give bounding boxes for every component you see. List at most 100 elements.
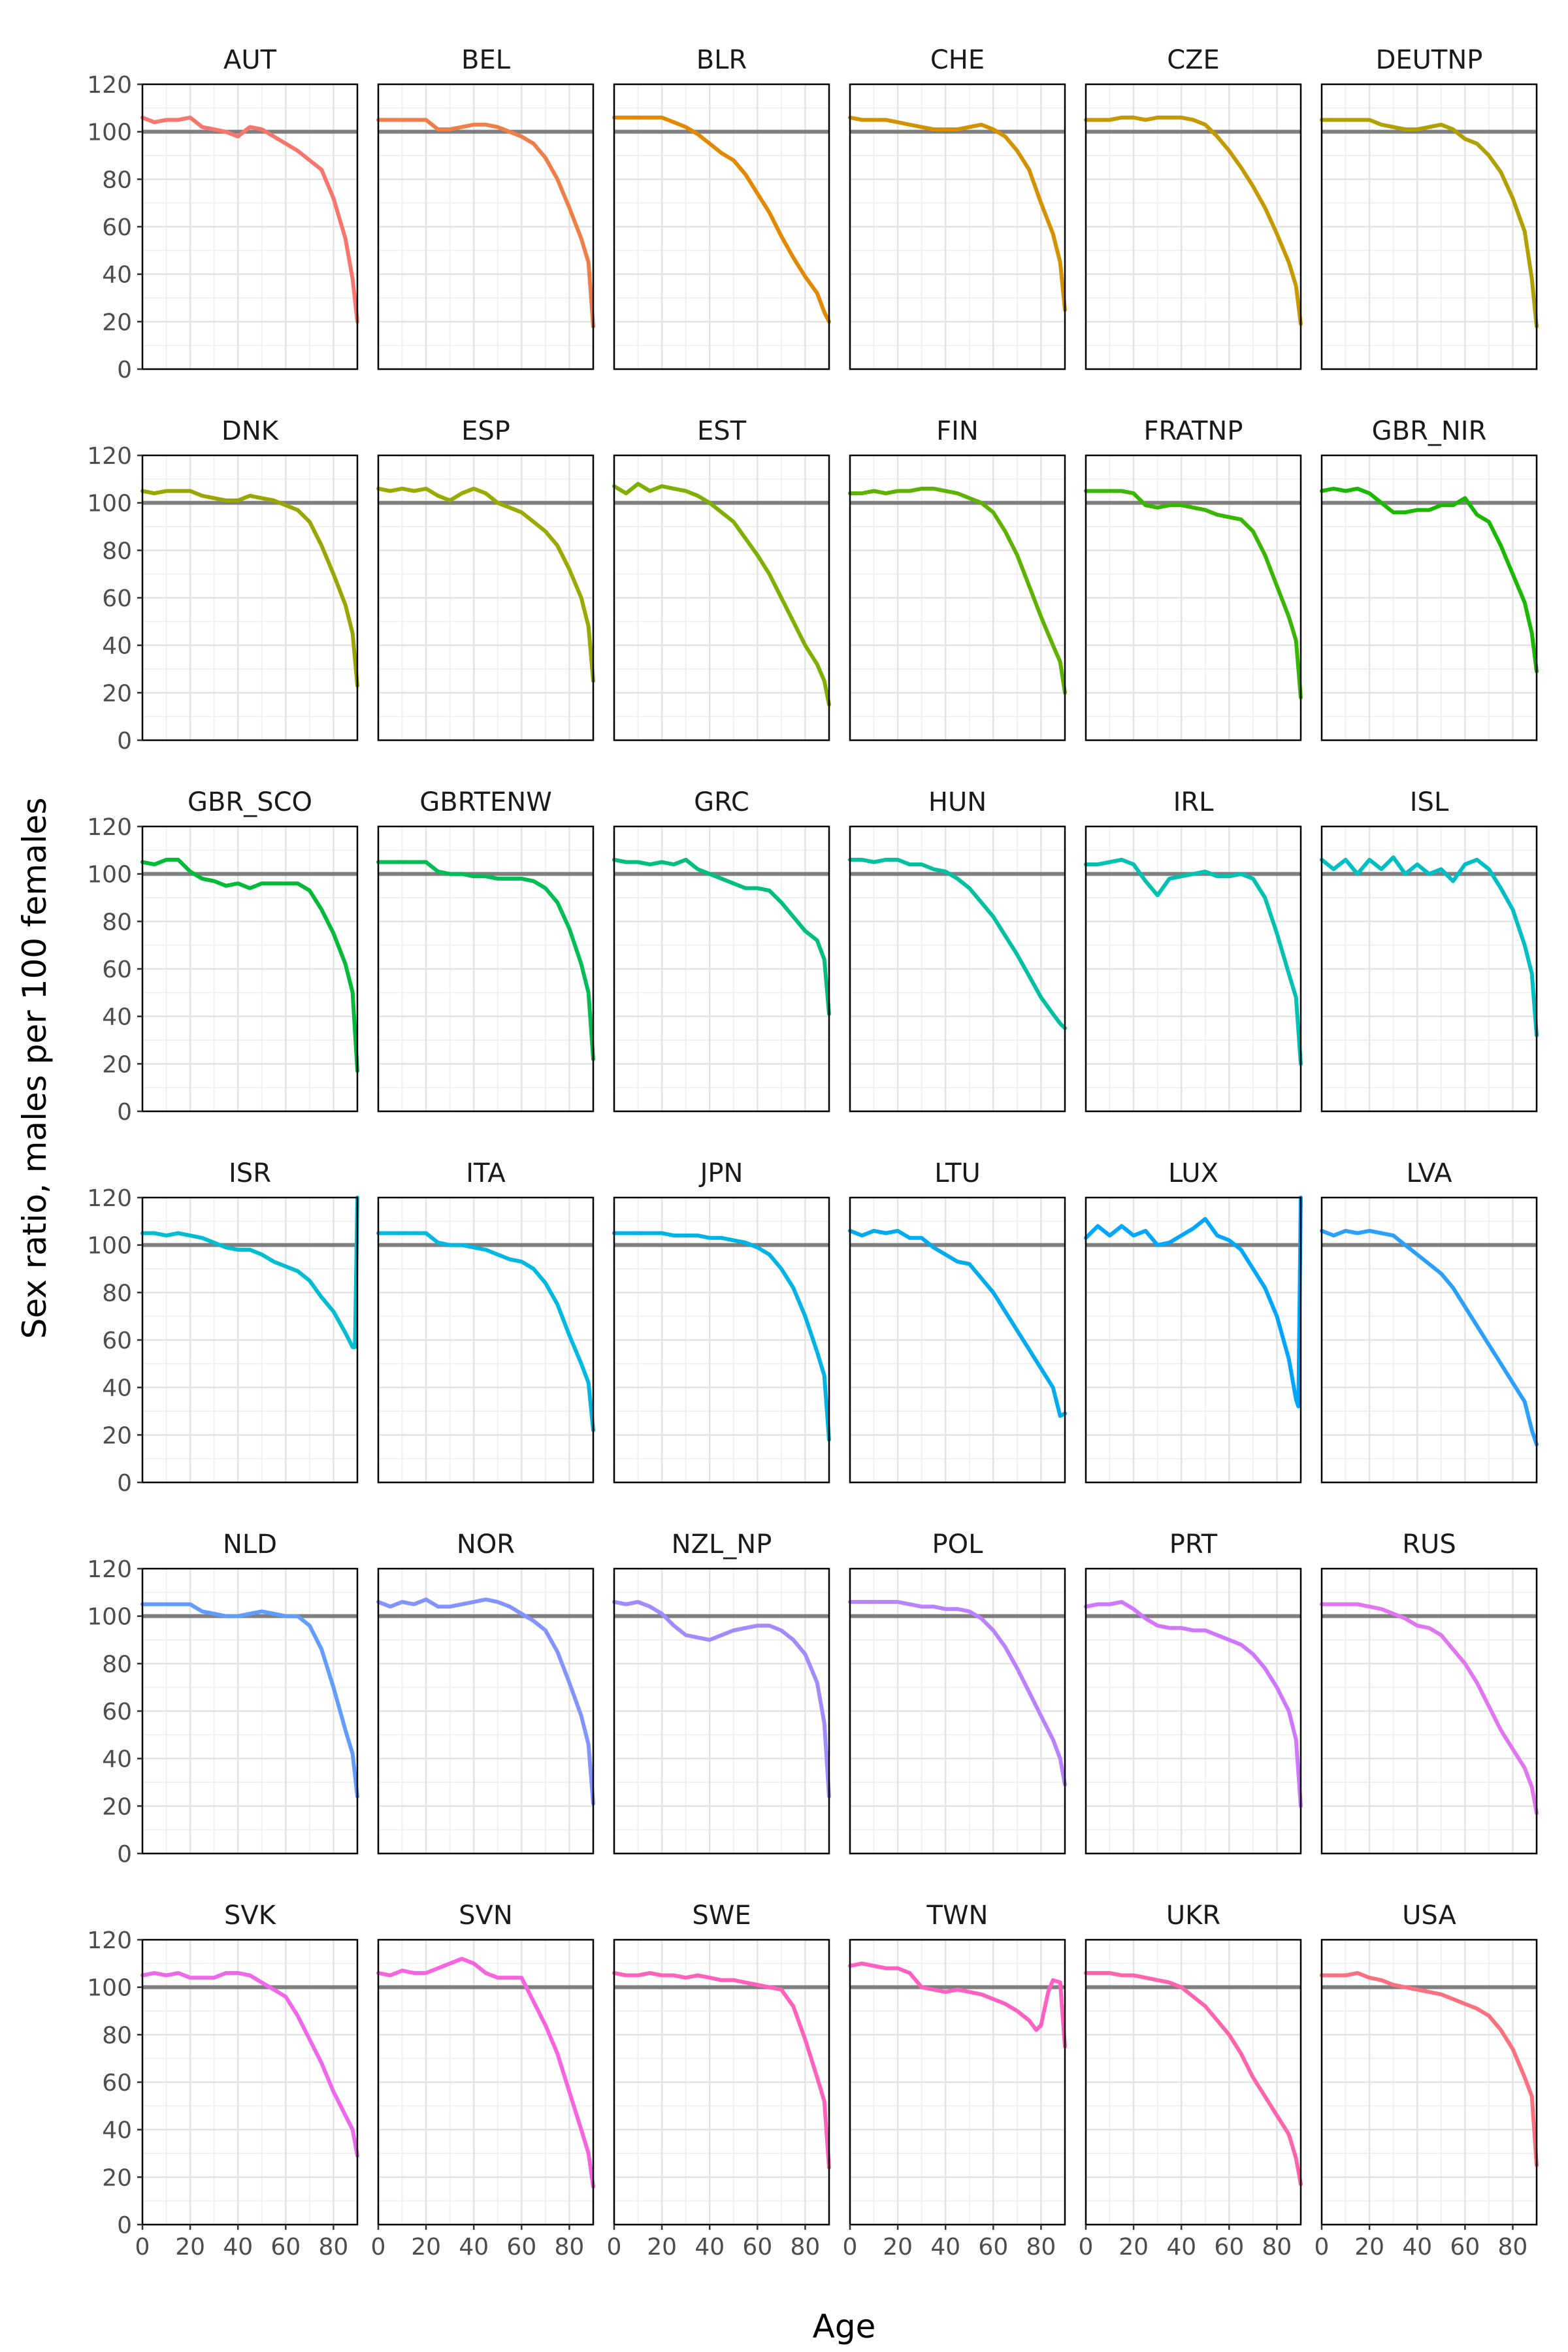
y-axis-title: Sex ratio, males per 100 females	[16, 798, 54, 1339]
panel-title: GBR_SCO	[188, 787, 312, 817]
x-tick-label: 20	[411, 2234, 441, 2261]
x-tick-label: 0	[1079, 2234, 1094, 2261]
y-tick-label: 60	[102, 585, 132, 612]
panel-pol: POL	[848, 1529, 1067, 1855]
series-line-che	[848, 115, 1067, 312]
panel-nld: NLD	[140, 1529, 359, 1855]
panel-title: AUT	[223, 45, 277, 75]
panel-frame	[1085, 83, 1302, 370]
panel-frame	[613, 83, 830, 370]
panel-jpn: JPN	[612, 1158, 831, 1484]
panel-title: BLR	[696, 45, 747, 75]
x-tick-label: 0	[371, 2234, 386, 2261]
panel-title: GRC	[694, 787, 749, 817]
panel-ukr: UKR	[1084, 1901, 1303, 2226]
series-line-bel	[376, 118, 595, 329]
series-line-usa	[1320, 1970, 1539, 2168]
y-tick-label: 80	[102, 909, 132, 936]
panel-title: GBRTENW	[419, 787, 552, 817]
x-tick-label: 20	[647, 2234, 677, 2261]
y-tick-label: 40	[102, 1375, 132, 1402]
panel-title: BEL	[461, 45, 511, 75]
panel-title: USA	[1402, 1901, 1456, 1931]
panel-frame	[1085, 1196, 1302, 1484]
x-tick-label: 60	[506, 2234, 536, 2261]
panel-frame	[1320, 83, 1538, 370]
panel-svn: SVN	[376, 1901, 595, 2226]
series-line-hun	[848, 857, 1067, 1030]
panel-lux: LUX	[1084, 1158, 1303, 1484]
y-tick-label: 120	[87, 1556, 132, 1583]
series-line-est	[612, 482, 831, 707]
panel-swe: SWE	[612, 1901, 831, 2226]
x-tick-label: 40	[1166, 2234, 1196, 2261]
series-line-gbrtenw	[376, 860, 595, 1062]
y-tick-label: 80	[102, 2022, 132, 2049]
panel-title: LVA	[1406, 1158, 1452, 1188]
y-tick-label: 0	[117, 357, 132, 384]
series-line-pol	[848, 1599, 1067, 1787]
panel-title: IRL	[1173, 787, 1215, 817]
panel-frame	[849, 825, 1066, 1113]
panel-fratnp: FRATNP	[1084, 416, 1303, 742]
panel-title: ESP	[461, 416, 510, 446]
panel-prt: PRT	[1084, 1529, 1303, 1855]
panel-frame	[377, 1196, 595, 1484]
panel-title: ITA	[466, 1158, 506, 1188]
series-line-nor	[376, 1597, 595, 1806]
y-tick-label: 40	[102, 262, 132, 289]
y-tick-label: 120	[87, 72, 132, 99]
panel-title: PRT	[1169, 1529, 1218, 1560]
y-tick-label: 120	[87, 443, 132, 470]
y-tick-label: 0	[117, 1470, 132, 1497]
panel-title: DEUTNP	[1376, 45, 1483, 75]
x-tick-label: 0	[607, 2234, 622, 2261]
y-tick-label: 20	[102, 1051, 132, 1078]
x-tick-label: 60	[978, 2234, 1008, 2261]
y-tick-label: 80	[102, 538, 132, 564]
panel-title: CHE	[930, 45, 985, 75]
panel-frame	[1085, 1567, 1302, 1855]
panel-title: NLD	[223, 1529, 277, 1560]
series-line-rus	[1320, 1602, 1539, 1816]
x-tick-label: 40	[223, 2234, 253, 2261]
x-tick-label: 80	[555, 2234, 585, 2261]
series-line-ltu	[848, 1228, 1067, 1418]
series-line-dnk	[140, 489, 359, 688]
y-tick-label: 80	[102, 167, 132, 193]
y-tick-label: 40	[102, 1746, 132, 1773]
series-line-irl	[1084, 857, 1303, 1066]
panel-title: NOR	[457, 1529, 515, 1560]
series-line-lux	[1084, 1196, 1303, 1409]
series-line-deutnp	[1320, 118, 1539, 329]
x-tick-label: 20	[1354, 2234, 1384, 2261]
y-tick-label: 100	[87, 1233, 132, 1260]
series-line-aut	[140, 115, 359, 324]
panel-title: DNK	[221, 416, 280, 446]
panel-frame	[1320, 1196, 1538, 1484]
panel-title: HUN	[928, 787, 987, 817]
panel-ita: ITA	[376, 1158, 595, 1484]
panel-lva: LVA	[1320, 1158, 1539, 1484]
series-line-jpn	[612, 1231, 831, 1442]
panel-title: JPN	[698, 1158, 743, 1188]
panel-title: FIN	[936, 416, 979, 446]
x-axis-title: Age	[813, 2308, 876, 2345]
x-tick-label: 40	[694, 2234, 725, 2261]
y-tick-label: 100	[87, 120, 132, 146]
panel-est: EST	[612, 416, 831, 742]
panel-gbr_nir: GBR_NIR	[1320, 416, 1539, 742]
series-line-esp	[376, 486, 595, 683]
series-line-svn	[376, 1957, 595, 2189]
panel-svk: SVK	[140, 1901, 359, 2226]
panel-frame	[849, 454, 1066, 742]
series-line-lva	[1320, 1228, 1539, 1446]
axes-labels: 0 20 40 60 80 100 120 0 20 40 60 80 100 120 0 20 40 60 80 1…	[87, 72, 1527, 2261]
panel-rus: RUS	[1320, 1529, 1539, 1855]
x-tick-label: 60	[742, 2234, 772, 2261]
panel-isl: ISL	[1320, 787, 1539, 1113]
x-tick-label: 80	[1262, 2234, 1292, 2261]
x-tick-label: 0	[135, 2234, 150, 2261]
panel-frame	[1085, 454, 1302, 742]
y-tick-label: 60	[102, 956, 132, 983]
